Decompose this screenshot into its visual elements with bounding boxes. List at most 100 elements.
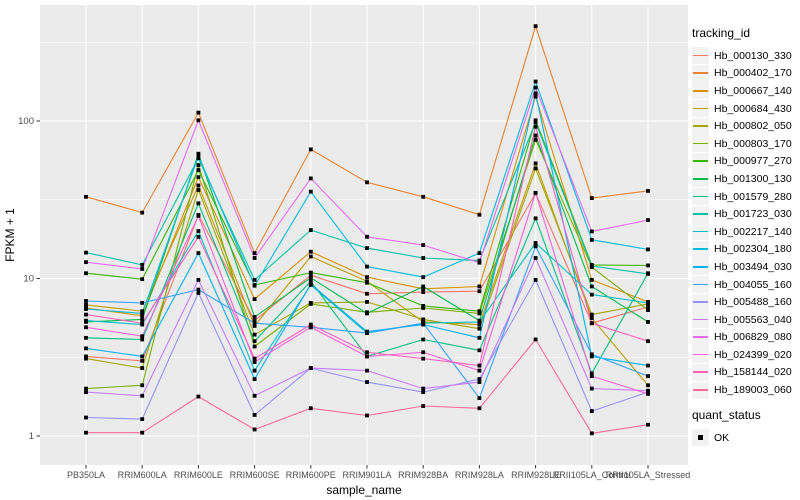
point-marker (477, 396, 482, 401)
legend-swatch-line (693, 125, 708, 127)
point-marker (84, 194, 88, 199)
point-marker (533, 79, 538, 84)
legend-swatch-line (693, 195, 708, 198)
legend-item: Hb_003494_030 (692, 258, 798, 276)
legend-item: Hb_000802_050 (692, 117, 798, 135)
point-marker (140, 417, 145, 422)
point-marker (252, 256, 257, 260)
point-marker (533, 124, 538, 129)
point-marker (421, 390, 426, 394)
quant-ok-swatch (692, 429, 709, 447)
point-marker (421, 321, 426, 326)
point-marker (477, 258, 482, 263)
quant-ok-label: OK (714, 431, 730, 444)
point-marker (252, 283, 257, 288)
legend-swatch-line (693, 301, 708, 303)
point-marker (646, 339, 650, 344)
x-tick-label: RRII105LA_Control (553, 470, 631, 480)
point-marker (533, 166, 538, 171)
point-marker (84, 386, 88, 391)
point-marker (140, 321, 145, 326)
point-marker (365, 413, 369, 418)
legend-swatch (692, 152, 709, 170)
legend-item-label: Hb_000684_430 (714, 102, 792, 115)
point-marker (365, 180, 369, 185)
point-marker (589, 229, 594, 234)
point-marker (533, 277, 538, 282)
x-tick-label: RRIM600LE (174, 470, 223, 480)
legend-swatch-line (693, 336, 708, 338)
point-marker (84, 354, 88, 359)
legend-item: Hb_189003_060 (692, 381, 798, 399)
point-marker (308, 406, 313, 411)
legend-item: Hb_001300_130 (692, 170, 798, 188)
x-tick-label: RRIM928LA (455, 470, 504, 480)
legend-item-label: Hb_001723_030 (714, 208, 792, 221)
legend-swatch (692, 188, 709, 206)
point-marker (646, 392, 650, 396)
point-marker (252, 377, 257, 381)
point-marker (421, 284, 426, 289)
point-marker (533, 244, 538, 249)
legend-swatch (692, 293, 709, 311)
point-marker (477, 320, 482, 324)
point-marker (589, 237, 594, 242)
point-marker (365, 300, 369, 304)
legend-swatch (692, 135, 709, 153)
point-marker (252, 277, 257, 282)
point-marker (589, 292, 594, 297)
point-marker (589, 196, 594, 200)
point-marker (365, 280, 369, 285)
point-marker (140, 354, 145, 359)
point-marker (252, 321, 257, 326)
point-marker (421, 286, 426, 291)
point-marker (646, 263, 650, 268)
legend-item: Hb_006829_080 (692, 328, 798, 347)
legend-item: Hb_000684_430 (692, 100, 798, 118)
legend-item: Hb_000977_270 (692, 152, 798, 171)
point-marker (421, 337, 426, 342)
point-marker (421, 194, 426, 199)
point-marker (140, 300, 145, 305)
point-marker (308, 270, 313, 275)
legend-swatch (692, 381, 709, 399)
point-marker (421, 350, 426, 355)
point-marker (84, 302, 88, 307)
point-marker (140, 337, 145, 342)
legend-swatch-line (693, 248, 708, 250)
point-marker (533, 256, 538, 260)
point-marker (308, 273, 313, 278)
point-marker (646, 308, 650, 313)
point-marker (140, 383, 145, 388)
point-marker (140, 262, 145, 267)
legend-swatch (692, 170, 709, 188)
legend-item-label: Hb_002304_180 (714, 243, 792, 256)
point-marker (589, 431, 594, 436)
legend-title: tracking_id (692, 26, 751, 40)
legend-swatch (692, 82, 709, 100)
legend-item-label: Hb_005563_040 (714, 313, 792, 326)
legend-swatch-line (693, 318, 708, 321)
y-axis-title: FPKM + 1 (3, 208, 17, 262)
point-marker (84, 271, 88, 276)
point-marker (196, 154, 201, 158)
point-marker (477, 251, 482, 255)
point-marker (646, 300, 650, 305)
legend-item: Hb_024399_020 (692, 346, 798, 364)
y-tick-label: 10 (23, 274, 34, 285)
legend-swatch (692, 276, 709, 294)
point-marker (365, 368, 369, 373)
legend-swatch (692, 117, 709, 135)
point-marker (365, 246, 369, 250)
legend-item-label: Hb_000130_330 (714, 49, 792, 62)
point-marker (589, 312, 594, 317)
point-marker (140, 210, 145, 215)
point-marker (589, 321, 594, 326)
legend-swatch (692, 240, 709, 258)
legend-swatch-line (693, 213, 708, 215)
legend-swatch-line (693, 89, 708, 92)
legend-item-label: Hb_006829_080 (714, 331, 792, 344)
point-marker (477, 309, 482, 314)
legend-swatch-line (693, 230, 708, 233)
